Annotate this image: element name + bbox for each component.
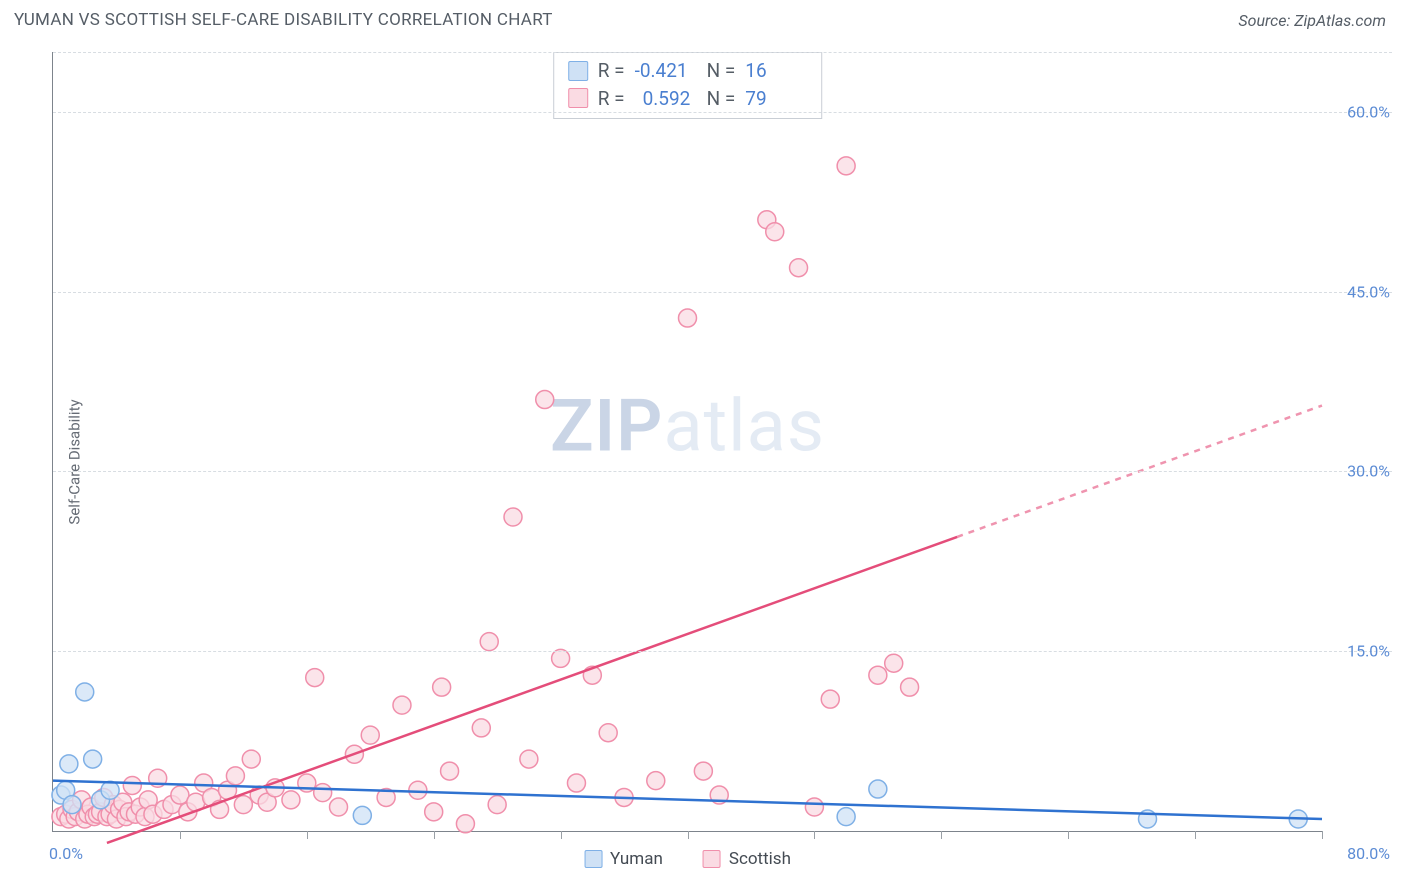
data-point — [84, 750, 102, 768]
data-point — [472, 719, 490, 737]
bottom-legend: Yuman Scottish — [584, 849, 791, 869]
x-axis-max-label: 80.0% — [1347, 844, 1390, 863]
swatch-yuman-icon — [584, 850, 602, 868]
scatter-svg — [53, 52, 1322, 831]
y-tick-label: 45.0% — [1347, 282, 1390, 301]
data-point — [679, 309, 697, 327]
gridline — [53, 112, 1392, 113]
gridline — [53, 292, 1392, 293]
x-tick — [1322, 831, 1323, 839]
x-tick — [1195, 831, 1196, 839]
data-point — [60, 755, 78, 773]
data-point — [520, 750, 538, 768]
n-value-scottish: 79 — [745, 85, 807, 113]
data-point — [901, 678, 919, 696]
data-point — [599, 724, 617, 742]
y-tick-label: 30.0% — [1347, 462, 1390, 481]
data-point — [869, 780, 887, 798]
x-tick — [561, 831, 562, 839]
data-point — [766, 223, 784, 241]
data-point — [647, 772, 665, 790]
data-point — [306, 669, 324, 687]
stats-row-scottish: R = 0.592 N = 79 — [568, 85, 808, 113]
data-point — [425, 803, 443, 821]
x-tick — [434, 831, 435, 839]
swatch-yuman — [568, 61, 588, 81]
chart-container: Self-Care Disability ZIPatlas R = -0.421… — [14, 42, 1392, 882]
data-point — [234, 796, 252, 814]
data-point — [480, 633, 498, 651]
data-point — [361, 726, 379, 744]
stats-legend-box: R = -0.421 N = 16 R = 0.592 N = 79 — [553, 52, 823, 119]
data-point — [123, 776, 141, 794]
data-point — [869, 666, 887, 684]
swatch-scottish — [568, 88, 588, 108]
data-point — [488, 796, 506, 814]
y-tick-label: 15.0% — [1347, 642, 1390, 661]
n-value-yuman: 16 — [745, 57, 807, 85]
data-point — [63, 796, 81, 814]
data-point — [821, 690, 839, 708]
x-tick — [307, 831, 308, 839]
data-point — [393, 696, 411, 714]
data-point — [567, 774, 585, 792]
x-axis-min-label: 0.0% — [49, 844, 83, 863]
legend-item-yuman: Yuman — [584, 849, 663, 869]
data-point — [790, 259, 808, 277]
gridline — [53, 471, 1392, 472]
data-point — [694, 762, 712, 780]
x-tick — [180, 831, 181, 839]
legend-item-scottish: Scottish — [703, 849, 791, 869]
data-point — [330, 798, 348, 816]
data-point — [76, 683, 94, 701]
stats-row-yuman: R = -0.421 N = 16 — [568, 57, 808, 85]
data-point — [441, 762, 459, 780]
data-point — [101, 781, 119, 799]
data-point — [504, 508, 522, 526]
data-point — [226, 767, 244, 785]
data-point — [242, 750, 260, 768]
data-point — [837, 157, 855, 175]
data-point — [885, 654, 903, 672]
r-value-scottish: 0.592 — [635, 85, 697, 113]
plot-area: ZIPatlas R = -0.421 N = 16 R = 0.592 N =… — [52, 52, 1322, 832]
legend-label-yuman: Yuman — [610, 849, 663, 869]
x-tick — [814, 831, 815, 839]
data-point — [433, 678, 451, 696]
source-label: Source: ZipAtlas.com — [1238, 11, 1386, 30]
legend-label-scottish: Scottish — [729, 849, 791, 869]
x-tick — [941, 831, 942, 839]
gridline — [53, 52, 1392, 53]
chart-title: YUMAN VS SCOTTISH SELF-CARE DISABILITY C… — [14, 10, 553, 30]
data-point — [353, 806, 371, 824]
data-point — [282, 791, 300, 809]
y-tick-label: 60.0% — [1347, 102, 1390, 121]
swatch-scottish-icon — [703, 850, 721, 868]
x-tick — [688, 831, 689, 839]
data-point — [456, 815, 474, 833]
r-value-yuman: -0.421 — [635, 57, 697, 85]
gridline — [53, 651, 1392, 652]
data-point — [837, 808, 855, 826]
x-tick — [1068, 831, 1069, 839]
data-point — [314, 784, 332, 802]
data-point — [805, 798, 823, 816]
data-point — [536, 391, 554, 409]
